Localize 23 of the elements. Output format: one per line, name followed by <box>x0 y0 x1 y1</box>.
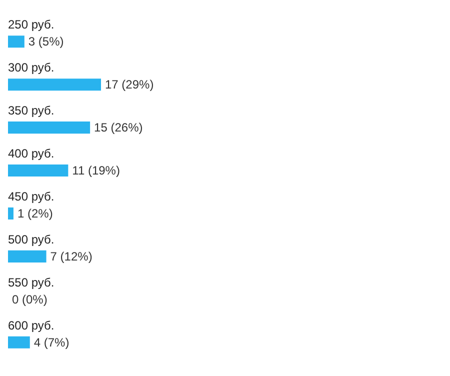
data-label: 7 (12%) <box>50 249 92 264</box>
y-tick-label: 500 руб. <box>8 232 54 246</box>
y-tick-label: 550 руб. <box>8 275 54 290</box>
y-tick-label: 400 руб. <box>8 146 54 161</box>
bar <box>8 78 101 91</box>
data-label: 0 (0%) <box>12 292 48 306</box>
data-label: 3 (5%) <box>28 34 64 49</box>
y-tick-label: 600 руб. <box>8 318 54 332</box>
data-label: 11 (19%) <box>72 164 120 178</box>
bar <box>8 250 46 262</box>
bar <box>8 36 24 48</box>
data-label: 4 (7%) <box>34 335 70 350</box>
data-label: 15 (26%) <box>94 120 143 135</box>
bar <box>8 207 14 220</box>
data-label: 1 (2%) <box>17 206 53 220</box>
data-label: 17 (29%) <box>105 78 154 92</box>
bar <box>8 122 90 134</box>
bar <box>8 336 30 348</box>
y-tick-label: 300 руб. <box>8 60 54 75</box>
y-tick-label: 250 руб. <box>8 18 54 32</box>
y-tick-label: 450 руб. <box>8 189 54 204</box>
bar <box>8 164 68 177</box>
y-tick-label: 350 руб. <box>8 104 54 118</box>
